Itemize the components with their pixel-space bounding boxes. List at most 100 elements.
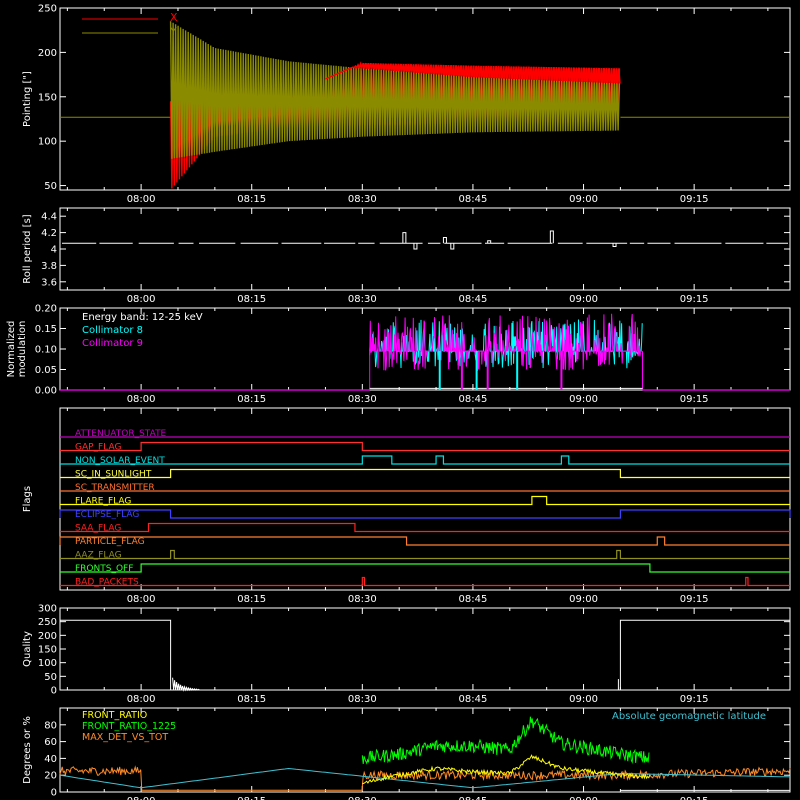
- flag-label: ATTENUATOR_STATE: [75, 429, 167, 439]
- geomag-label: Absolute geomagnetic latitude: [612, 711, 766, 722]
- legend-label-x: X: [170, 11, 178, 24]
- x-tick-label: 08:45: [459, 796, 488, 800]
- x-tick-label: 08:00: [127, 194, 156, 205]
- y-axis-label: Pointing ["]: [22, 71, 33, 127]
- x-axis: 08:00 08:15 08:30 08:45 09:00 09:15: [66, 208, 769, 305]
- y-tick-label: 0.20: [35, 304, 57, 315]
- roll-spike: [402, 232, 407, 244]
- legend-label-max-det: MAX_DET_VS_TOT: [82, 732, 168, 743]
- x-tick-label: 09:15: [680, 594, 709, 605]
- y-tick-label: 50: [44, 672, 57, 683]
- roll-spike: [612, 243, 617, 248]
- y-tick-label: 150: [38, 645, 57, 656]
- panel-ratios: 08:00 08:15 08:30 08:45 09:00 09:15 Degrees or…: [22, 707, 791, 800]
- y-axis: 50 100 150 200 250: [38, 4, 790, 192]
- flag-label: FRONTS_OFF: [75, 564, 133, 574]
- x-tick-label: 08:45: [459, 594, 488, 605]
- quality-trace: [60, 619, 790, 691]
- x-axis: 08:00 08:15 08:30 08:45 09:00 09:15: [66, 708, 769, 800]
- y-axis-label: Roll period [s]: [22, 214, 33, 283]
- flag-saa-flag: SAA_FLAG: [60, 522, 790, 534]
- flag-trace: [60, 495, 790, 506]
- x-tick-label: 09:00: [569, 594, 598, 605]
- panel-roll: 08:00 08:15 08:30 08:45 09:00 09:15 Roll perio…: [22, 207, 791, 305]
- y-axis-label-line: Quality: [22, 631, 33, 667]
- panel-frame: [59, 407, 791, 591]
- flag-label: SC_IN_SUNLIGHT: [75, 470, 152, 480]
- panel-frame: [59, 207, 791, 291]
- y-tick-label: 300: [38, 604, 57, 615]
- legend: Energy band: 12-25 keV Collimator 8 Collim…: [82, 312, 203, 349]
- flag-trace: [60, 576, 790, 587]
- y-axis-label-line: Pointing ["]: [22, 71, 33, 127]
- x-tick-label: 09:15: [680, 294, 709, 305]
- panel-quality: 08:00 08:15 08:30 08:45 09:00 09:15 Quality 0 50…: [22, 604, 791, 705]
- x-tick-label: 08:00: [127, 594, 156, 605]
- y-tick-label: 3.8: [41, 261, 57, 272]
- x-tick-label: 08:30: [348, 294, 377, 305]
- y-tick-label: 4: [51, 245, 57, 256]
- y-tick-label: 80: [44, 720, 57, 731]
- x-tick-label: 08:30: [348, 194, 377, 205]
- y-tick-label: 50: [44, 181, 57, 192]
- y-tick-label: 100: [38, 658, 57, 669]
- legend-label-front-ratio-1225: FRONT_RATIO_1225: [82, 721, 176, 732]
- y-axis: 3.6 3.8 4 4.2 4.4: [41, 212, 790, 288]
- flag-label: SC_TRANSMITTER: [75, 483, 155, 493]
- flag-label: ECLIPSE_FLAG: [75, 510, 139, 520]
- y-axis-label-line: modulation: [17, 321, 28, 378]
- y-axis-label: Flags: [22, 486, 33, 512]
- y-tick-label: 20: [44, 771, 57, 782]
- legend: XY: [82, 11, 178, 38]
- x-tick-label: 09:00: [569, 796, 598, 800]
- x-tick-label: 09:15: [680, 796, 709, 800]
- y-tick-label: 0.00: [35, 386, 57, 397]
- quality-ringing: [172, 677, 200, 692]
- roll-spike: [450, 243, 455, 250]
- y-tick-label: 3.6: [41, 277, 57, 288]
- series-front-ratio-1225: [361, 716, 650, 765]
- flag-trace: [60, 468, 790, 479]
- x-tick-label: 08:15: [237, 694, 266, 705]
- series-x-upper: [325, 61, 621, 84]
- y-axis-label-line: Degrees or %: [22, 716, 33, 784]
- series-geomag: [59, 767, 791, 789]
- flag-trace: [60, 441, 790, 452]
- y-tick-label: 0.15: [35, 324, 57, 335]
- x-tick-label: 08:00: [127, 394, 156, 405]
- legend: FRONT_RATIOFRONT_RATIO_1225MAX_DET_VS_TO…: [82, 710, 766, 743]
- panel-frame: [59, 707, 791, 793]
- y-tick-label: 200: [38, 631, 57, 642]
- roll-spike: [442, 237, 447, 244]
- flag-aaz-flag: AAZ_FLAG: [60, 549, 790, 561]
- y-axis-label: Quality: [22, 631, 33, 667]
- legend-label-c8: Collimator 8: [82, 325, 143, 336]
- x-tick-label: 08:15: [237, 194, 266, 205]
- flag-trace: [59, 536, 790, 546]
- flag-trace: [60, 455, 790, 465]
- y-axis: 0 50 100 150 200 250 300: [38, 604, 790, 697]
- flag-label: NON_SOLAR_EVENT: [75, 456, 165, 466]
- x-tick-label: 08:45: [459, 394, 488, 405]
- y-tick-label: 40: [44, 754, 57, 765]
- flag-sc-transmitter: SC_TRANSMITTER: [60, 483, 790, 493]
- y-tick-label: 100: [38, 137, 57, 148]
- x-tick-label: 08:15: [237, 796, 266, 800]
- x-tick-label: 09:00: [569, 694, 598, 705]
- flag-fronts-off: FRONTS_OFF: [60, 563, 790, 574]
- flag-trace: [60, 563, 790, 573]
- x-tick-label: 09:15: [680, 694, 709, 705]
- flag-trace: [60, 549, 790, 560]
- x-tick-label: 08:00: [127, 796, 156, 800]
- x-axis: 08:00 08:15 08:30 08:45 09:00 09:15: [66, 608, 769, 705]
- y-tick-label: 0: [51, 686, 57, 697]
- flag-flare-flag: FLARE_FLAG: [60, 495, 790, 507]
- x-tick-label: 08:00: [127, 694, 156, 705]
- flag-label: PARTICLE_FLAG: [75, 537, 145, 547]
- x-tick-label: 09:15: [680, 394, 709, 405]
- panel-frame: [59, 7, 791, 191]
- flag-sc-in-sunlight: SC_IN_SUNLIGHT: [60, 468, 790, 480]
- roll-spike: [413, 243, 418, 250]
- panel-flags: 08:00 08:15 08:30 08:45 09:00 09:15 Flags ATTEN…: [22, 407, 791, 605]
- y-axis-label: Degrees or %: [22, 716, 33, 784]
